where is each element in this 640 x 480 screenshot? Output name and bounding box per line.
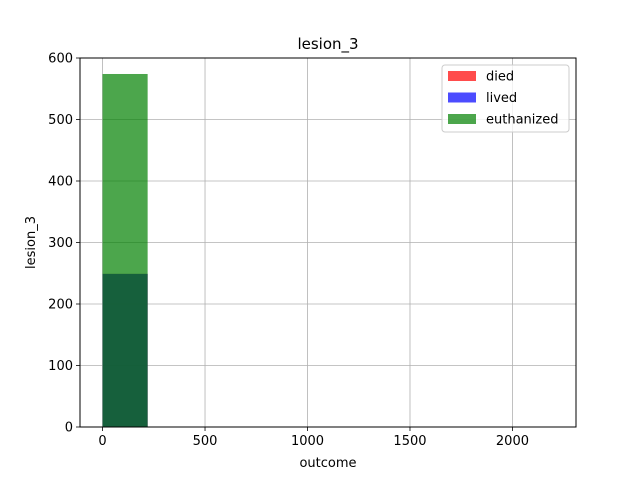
y-tick-label: 600	[48, 52, 73, 67]
y-tick-label: 100	[48, 359, 73, 374]
y-axis-ticks: 0 100 200 300 400 500 600	[48, 52, 80, 436]
legend-swatch-died	[448, 71, 476, 81]
x-tick-label: 0	[98, 434, 106, 449]
legend-swatch-lived	[448, 92, 476, 103]
chart-title: lesion_3	[297, 35, 358, 54]
legend-swatch-euthanized	[448, 114, 476, 124]
x-axis-label: outcome	[299, 456, 356, 471]
y-tick-label: 200	[48, 298, 73, 313]
x-tick-label: 1000	[291, 434, 324, 449]
bar-euthanized	[102, 73, 148, 428]
x-axis-ticks: 0 500 1000 1500 2000	[98, 427, 529, 449]
y-axis-label: lesion_3	[24, 216, 39, 269]
y-tick-label: 300	[48, 236, 73, 251]
x-tick-label: 500	[193, 434, 218, 449]
legend-label-died: died	[486, 70, 514, 85]
y-tick-label: 0	[65, 421, 73, 436]
legend: died lived euthanized	[441, 64, 570, 133]
x-tick-label: 2000	[496, 434, 529, 449]
x-tick-label: 1500	[393, 434, 426, 449]
y-tick-label: 500	[48, 113, 73, 128]
y-tick-label: 400	[48, 175, 73, 190]
legend-label-lived: lived	[486, 91, 517, 106]
legend-label-euthanized: euthanized	[486, 113, 558, 128]
histogram-bars	[102, 73, 148, 428]
